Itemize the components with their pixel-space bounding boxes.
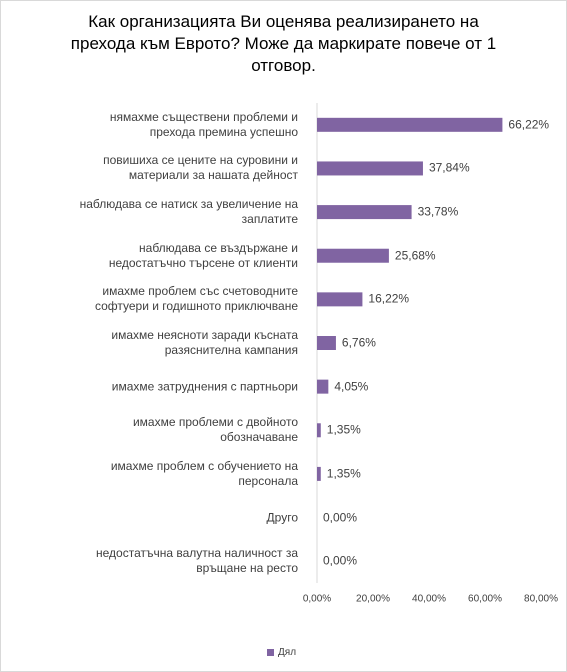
value-label: 0,00% xyxy=(323,510,358,525)
chart-title: Как организацията Ви оценява реализиране… xyxy=(70,12,497,75)
x-tick-label: 0,00% xyxy=(302,593,332,605)
legend-label: Дял xyxy=(278,647,297,658)
legend-swatch xyxy=(267,649,274,656)
bar xyxy=(317,423,321,438)
bar xyxy=(317,161,423,176)
y-tick-label: недостатъчна валутна наличност за връщан… xyxy=(96,546,298,576)
bar xyxy=(317,205,412,220)
value-label: 16,22% xyxy=(368,291,410,306)
bar xyxy=(317,336,336,350)
bar xyxy=(317,379,329,394)
y-tick-label: имахме проблем със счетоводните софтуери… xyxy=(94,284,298,314)
value-label: 37,84% xyxy=(428,160,470,175)
value-label: 0,00% xyxy=(323,553,358,568)
y-tick-label: повишиха се цените на суровини и материа… xyxy=(103,153,298,183)
value-label: 33,78% xyxy=(417,204,459,219)
y-tick-label: нямахме съществени проблеми и прехода пр… xyxy=(109,109,298,139)
value-label: 4,05% xyxy=(334,379,369,394)
x-tick-label: 20,00% xyxy=(356,593,390,605)
value-label: 25,68% xyxy=(394,248,436,263)
y-tick-label: имахме затруднения с партньори xyxy=(111,379,298,394)
bar xyxy=(317,248,389,263)
value-label: 1,35% xyxy=(326,466,361,481)
x-tick-label: 60,00% xyxy=(468,593,502,605)
y-tick-label: наблюдава се натиск за увеличение на зап… xyxy=(79,197,298,227)
y-tick-label: имахме проблеми с двойното обозначаване xyxy=(132,415,298,445)
bar xyxy=(317,292,363,307)
bar xyxy=(317,466,321,481)
bar xyxy=(317,117,503,132)
y-tick-label: имахме проблем с обучението на персонала xyxy=(110,458,298,488)
y-tick-label: наблюдава се въздържане и недостатъчно т… xyxy=(108,240,298,270)
value-label: 6,76% xyxy=(341,335,376,350)
y-tick-label: имахме неясноти заради късната разясните… xyxy=(111,328,298,357)
x-tick-label: 40,00% xyxy=(412,593,446,605)
x-tick-label: 80,00% xyxy=(524,593,558,605)
y-tick-label: Друго xyxy=(266,510,298,525)
value-label: 1,35% xyxy=(326,422,361,437)
value-label: 66,22% xyxy=(508,117,550,132)
